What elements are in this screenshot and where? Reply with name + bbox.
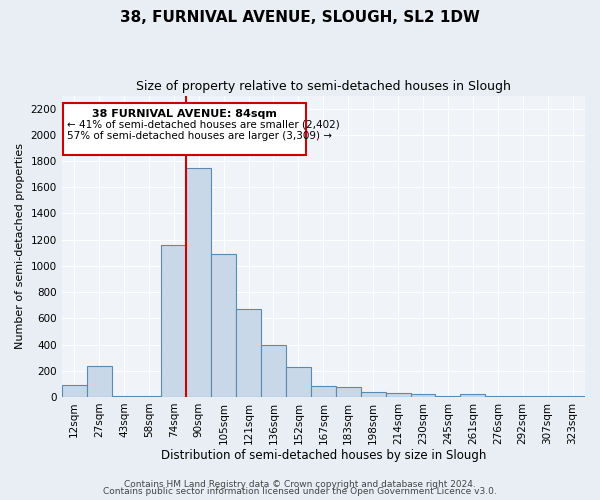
- FancyBboxPatch shape: [63, 104, 306, 154]
- Bar: [460, 394, 485, 397]
- Bar: [62, 385, 86, 397]
- Bar: [261, 344, 286, 397]
- Bar: [286, 367, 311, 397]
- Text: 38 FURNIVAL AVENUE: 84sqm: 38 FURNIVAL AVENUE: 84sqm: [92, 108, 277, 118]
- Bar: [436, 396, 460, 397]
- Bar: [336, 387, 361, 397]
- Bar: [386, 393, 410, 397]
- Text: Contains HM Land Registry data © Crown copyright and database right 2024.: Contains HM Land Registry data © Crown c…: [124, 480, 476, 489]
- Text: 57% of semi-detached houses are larger (3,309) →: 57% of semi-detached houses are larger (…: [67, 131, 332, 141]
- Bar: [485, 396, 510, 397]
- Y-axis label: Number of semi-detached properties: Number of semi-detached properties: [15, 144, 25, 350]
- Bar: [311, 386, 336, 397]
- Bar: [361, 392, 386, 397]
- Bar: [510, 396, 535, 397]
- Bar: [136, 396, 161, 397]
- Bar: [86, 366, 112, 397]
- Bar: [161, 245, 186, 397]
- Text: Contains public sector information licensed under the Open Government Licence v3: Contains public sector information licen…: [103, 487, 497, 496]
- Bar: [211, 254, 236, 397]
- Bar: [535, 396, 560, 397]
- Bar: [112, 396, 136, 397]
- Text: ← 41% of semi-detached houses are smaller (2,402): ← 41% of semi-detached houses are smalle…: [67, 119, 340, 129]
- Text: 38, FURNIVAL AVENUE, SLOUGH, SL2 1DW: 38, FURNIVAL AVENUE, SLOUGH, SL2 1DW: [120, 10, 480, 25]
- Title: Size of property relative to semi-detached houses in Slough: Size of property relative to semi-detach…: [136, 80, 511, 93]
- Bar: [410, 394, 436, 397]
- X-axis label: Distribution of semi-detached houses by size in Slough: Distribution of semi-detached houses by …: [161, 450, 486, 462]
- Bar: [236, 309, 261, 397]
- Bar: [560, 396, 585, 397]
- Bar: [186, 168, 211, 397]
